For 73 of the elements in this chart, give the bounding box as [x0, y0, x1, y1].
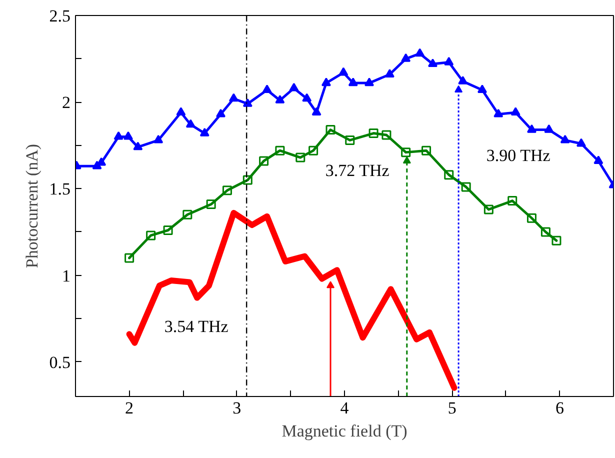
point	[206, 200, 216, 210]
point	[444, 170, 454, 180]
point	[216, 108, 226, 118]
point	[461, 182, 471, 192]
x-tick-label: 4	[340, 398, 350, 418]
point	[510, 107, 520, 116]
point	[338, 67, 348, 76]
point	[200, 128, 210, 136]
point	[133, 142, 143, 150]
point	[275, 146, 285, 156]
y-tick-label: 0.5	[49, 352, 70, 372]
point	[368, 128, 378, 138]
point	[275, 94, 285, 104]
x-tick-label: 6	[555, 398, 564, 418]
y-tick-label: 2.5	[49, 6, 70, 26]
x-tick-label: 2	[125, 398, 134, 418]
point	[312, 107, 322, 116]
annotation: 3.54 THz	[164, 317, 229, 336]
point	[302, 93, 312, 102]
point	[422, 146, 432, 156]
point	[296, 152, 306, 162]
point	[308, 146, 318, 156]
point	[124, 253, 134, 263]
point	[345, 135, 355, 145]
point	[114, 131, 124, 140]
point	[228, 93, 238, 102]
point	[123, 131, 133, 140]
point	[222, 186, 232, 196]
point	[382, 130, 392, 140]
annotation: 3.72 THz	[325, 161, 390, 180]
point	[146, 230, 156, 240]
point	[428, 58, 438, 68]
point	[444, 56, 454, 66]
point	[242, 98, 252, 107]
point	[364, 78, 374, 86]
y-tick-label: 1	[62, 266, 70, 286]
point	[186, 119, 196, 128]
point	[540, 227, 550, 237]
x-axis-title: Magnetic field (T)	[282, 422, 408, 440]
point	[289, 82, 299, 92]
point	[176, 107, 186, 116]
point	[259, 156, 269, 166]
point	[242, 175, 252, 185]
point	[594, 156, 604, 164]
point	[560, 134, 570, 144]
point	[415, 48, 425, 57]
point	[163, 225, 173, 235]
point	[576, 138, 586, 147]
point	[552, 236, 562, 246]
point	[544, 124, 554, 133]
point	[321, 78, 331, 86]
point	[384, 69, 394, 78]
point	[96, 157, 106, 166]
point	[484, 204, 494, 214]
point	[477, 84, 487, 94]
point	[508, 196, 518, 206]
x-tick-label: 3	[232, 398, 242, 418]
x-tick-label: 5	[448, 398, 456, 418]
point	[326, 125, 336, 135]
point	[526, 213, 536, 223]
point	[401, 53, 411, 62]
y-tick-label: 1.5	[49, 180, 70, 199]
point	[182, 210, 192, 220]
y-axis-title: Photocurrent (nA)	[22, 144, 42, 268]
point	[458, 76, 468, 84]
point	[526, 124, 536, 133]
annotation: 3.90 THz	[486, 146, 551, 165]
point	[262, 84, 272, 94]
point	[401, 148, 411, 158]
y-tick-label: 2	[62, 93, 70, 112]
point	[154, 134, 164, 144]
point	[348, 78, 358, 86]
point	[494, 108, 504, 118]
